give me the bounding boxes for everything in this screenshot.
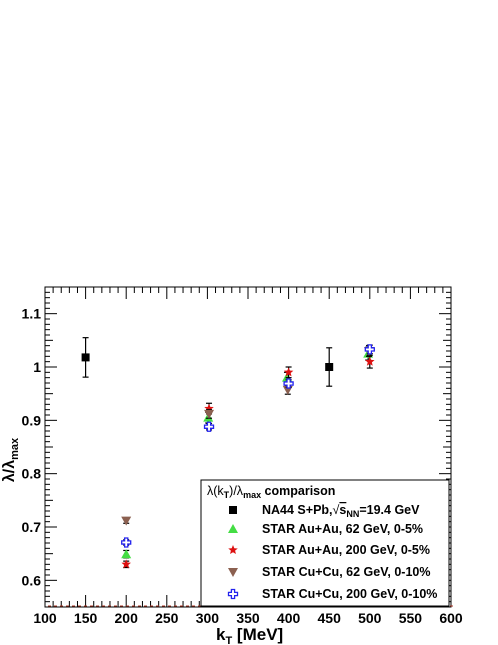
x-axis-title-unit: [MeV]	[232, 625, 283, 644]
legend-marker	[229, 506, 237, 514]
x-tick-label: 500	[358, 610, 382, 626]
legend-label: STAR Au+Au, 200 GeV, 0-5%	[262, 543, 430, 557]
data-point	[121, 516, 132, 526]
legend-box	[200, 479, 450, 607]
legend-marker	[228, 524, 238, 533]
x-tick-label: 300	[196, 610, 220, 626]
legend-entry: NA44 S+Pb,√sNN=19.4 GeV	[229, 503, 420, 519]
x-tick-label: 150	[74, 610, 98, 626]
legend: λ(kT)/λmax comparison NA44 S+Pb,√sNN=19.…	[200, 479, 450, 607]
legend-label: STAR Cu+Cu, 200 GeV, 0-10%	[262, 587, 437, 601]
legend-label: NA44 S+Pb,√sNN=19.4 GeV	[262, 503, 420, 519]
data-point	[365, 356, 375, 366]
data-point	[325, 363, 334, 371]
legend-entry: STAR Cu+Cu, 62 GeV, 0-10%	[228, 565, 430, 579]
data-point	[81, 353, 90, 362]
y-axis-title-group: λ/λmax	[1, 437, 21, 482]
y-axis-title-subscript: max	[9, 437, 21, 460]
y-tick-labels: 0.6 0.7 0.8 0.9 1 1.1	[22, 306, 42, 589]
legend-marker	[228, 568, 238, 577]
data-markers	[81, 337, 375, 569]
legend-label: STAR Au+Au, 62 GeV, 0-5%	[262, 522, 423, 536]
y-tick-label: 1	[33, 359, 41, 375]
y-tick-label: 0.8	[22, 466, 42, 482]
data-point	[203, 421, 215, 432]
series-4	[121, 344, 375, 548]
legend-label: STAR Cu+Cu, 62 GeV, 0-10%	[262, 565, 430, 579]
data-point	[204, 403, 214, 413]
x-tick-label: 600	[439, 610, 463, 626]
legend-marker	[228, 545, 238, 555]
x-axis-title: kT [MeV]	[216, 625, 283, 645]
y-tick-label: 1.1	[22, 306, 42, 322]
x-tick-label: 200	[115, 610, 139, 626]
y-tick-label: 0.6	[22, 572, 42, 588]
data-point	[121, 559, 131, 569]
data-point	[283, 378, 294, 389]
x-tick-label: 100	[33, 610, 57, 626]
legend-entry: STAR Cu+Cu, 200 GeV, 0-10%	[227, 587, 437, 601]
legend-entry: STAR Au+Au, 62 GeV, 0-5%	[228, 522, 423, 536]
series-0	[81, 337, 334, 387]
legend-entries: NA44 S+Pb,√sNN=19.4 GeV STAR Au+Au, 62 Ge…	[227, 503, 437, 601]
y-tick-label: 0.9	[22, 412, 42, 428]
data-point	[121, 549, 132, 559]
data-point	[204, 409, 215, 419]
y-tick-label: 0.7	[22, 519, 42, 535]
legend-marker	[227, 588, 239, 600]
x-tick-label: 400	[277, 610, 301, 626]
x-tick-label: 450	[318, 610, 342, 626]
legend-title: λ(kT)/λmax comparison	[207, 484, 335, 500]
data-point	[364, 344, 375, 355]
data-point	[121, 537, 132, 548]
x-tick-label: 250	[155, 610, 179, 626]
data-point	[283, 367, 294, 377]
x-tick-label: 350	[236, 610, 260, 626]
legend-entry: STAR Au+Au, 200 GeV, 0-5%	[228, 543, 430, 557]
x-tick-labels: 100 150 200 250 300 350 400 450 500 550 600	[33, 610, 463, 626]
x-axis-title-subscript: T	[225, 635, 232, 645]
y-axis-title: λ/λmax	[1, 437, 21, 482]
x-tick-label: 550	[399, 610, 423, 626]
